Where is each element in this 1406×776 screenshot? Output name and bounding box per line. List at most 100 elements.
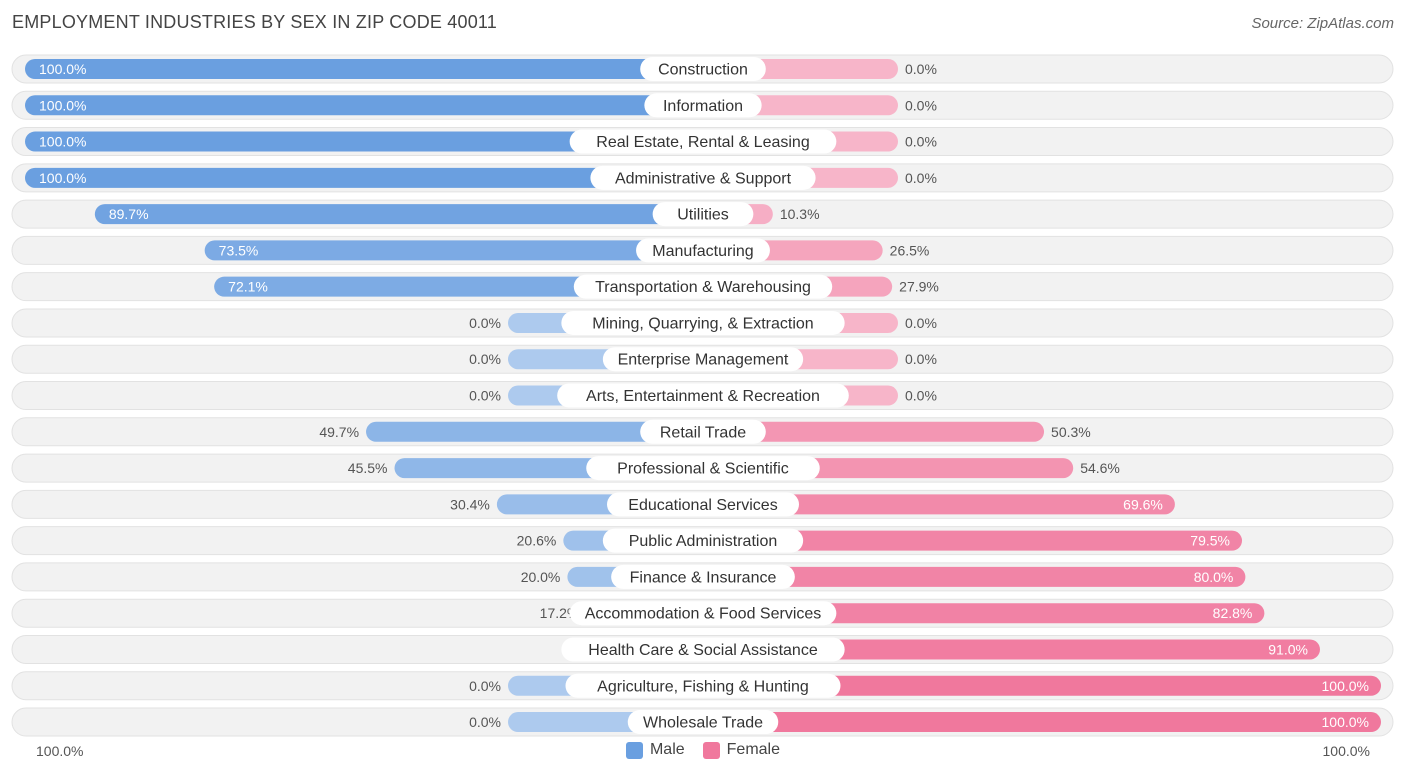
category-pill xyxy=(565,673,841,698)
value-label-male: 100.0% xyxy=(39,61,86,77)
legend-swatch-male xyxy=(625,741,643,759)
category-row[interactable]: 100.0% 0.0% Construction xyxy=(11,54,1394,84)
legend-swatch-female xyxy=(702,741,720,759)
category-label: Manufacturing xyxy=(652,243,753,260)
bar-female xyxy=(703,494,1175,515)
category-pill xyxy=(607,492,799,517)
category-row[interactable]: 73.5% 26.5% Manufacturing xyxy=(11,235,1394,265)
value-label-male: 0.0% xyxy=(469,388,501,404)
category-pill xyxy=(636,238,770,263)
bar-male xyxy=(366,421,703,442)
value-label-female: 100.0% xyxy=(1322,714,1369,730)
value-label-male: 0.0% xyxy=(469,678,501,694)
bar-male xyxy=(25,59,703,79)
category-pill xyxy=(602,347,804,372)
category-row[interactable]: 9.0%91.0%Health Care & Social Assistance xyxy=(11,634,1394,664)
category-row[interactable]: 17.2% 82.8% Accommodation & Food Services xyxy=(11,598,1394,628)
value-label-female: 50.3% xyxy=(1051,424,1091,440)
bar-male xyxy=(25,167,703,188)
category-label: Educational Services xyxy=(628,497,777,514)
category-pill xyxy=(561,310,845,335)
category-pill xyxy=(569,601,837,626)
legend: Male Female xyxy=(0,741,1406,759)
category-row[interactable]: 20.6% 79.5% Public Administration xyxy=(11,526,1394,556)
category-label: Finance & Insurance xyxy=(630,569,777,586)
category-pill xyxy=(561,637,845,662)
category-row[interactable]: 100.0% 0.0% Real Estate, Rental & Leasing xyxy=(11,127,1394,157)
bar-male xyxy=(25,131,703,152)
category-row[interactable]: 45.5% 54.6% Professional & Scientific xyxy=(11,453,1394,483)
value-label-female: 0.0% xyxy=(905,97,937,113)
bar-female xyxy=(703,712,1381,733)
value-label-female: 0.0% xyxy=(905,315,937,331)
chart-title: EMPLOYMENT INDUSTRIES BY SEX IN ZIP CODE… xyxy=(12,12,498,32)
bar-female xyxy=(703,639,1320,660)
category-label: Transportation & Warehousing xyxy=(595,279,811,296)
category-row[interactable]: 100.0% 0.0% Administrative & Support xyxy=(11,163,1394,193)
bar-male xyxy=(94,204,704,225)
value-label-male: 49.7% xyxy=(319,424,359,440)
category-pill xyxy=(627,710,779,735)
category-row[interactable]: 0.0% 100.0% Wholesale Trade xyxy=(11,707,1394,737)
category-pill xyxy=(590,165,816,190)
category-row[interactable]: 0.0% 100.0% Agriculture, Fishing & Hunting xyxy=(11,671,1394,701)
category-label: Administrative & Support xyxy=(615,170,792,187)
category-row[interactable]: 72.1% 27.9% Transportation & Warehousing xyxy=(11,272,1394,302)
value-label-female: 0.0% xyxy=(905,351,937,367)
category-pill xyxy=(586,456,820,481)
category-row[interactable]: 89.7% 10.3% Utilities xyxy=(11,199,1394,229)
value-label-male: 17.2% xyxy=(540,605,580,621)
value-label-female: 54.6% xyxy=(1080,460,1120,476)
category-label: Enterprise Management xyxy=(618,352,789,369)
category-label: Construction xyxy=(658,62,748,79)
category-row[interactable]: 100.0% 0.0% Information xyxy=(11,90,1394,120)
value-label-male: 0.0% xyxy=(469,315,501,331)
category-label: Accommodation & Food Services xyxy=(585,606,822,623)
category-pill xyxy=(573,274,833,299)
category-pill xyxy=(652,202,754,227)
category-label: Utilities xyxy=(677,207,729,224)
value-label-female: 27.9% xyxy=(899,279,939,295)
value-label-male: 100.0% xyxy=(39,134,86,150)
category-row[interactable]: 0.0% 0.0% Mining, Quarrying, & Extraction xyxy=(11,308,1394,338)
value-label-female: 79.5% xyxy=(1190,533,1230,549)
value-label-female: 26.5% xyxy=(890,242,930,258)
axis-left-label: 100.0% xyxy=(36,743,84,759)
category-pill xyxy=(557,383,849,408)
value-label-male: 0.0% xyxy=(469,351,501,367)
category-label: Professional & Scientific xyxy=(617,461,789,478)
legend-label-female: Female xyxy=(726,741,781,758)
category-pill xyxy=(644,93,762,118)
value-label-male: 89.7% xyxy=(109,206,149,222)
source-note: Source: ZipAtlas.com xyxy=(1251,15,1394,32)
value-label-female: 0.0% xyxy=(905,134,937,150)
value-label-female: 91.0% xyxy=(1268,641,1308,657)
category-row[interactable]: 20.0% 80.0% Finance & Insurance xyxy=(11,562,1394,592)
category-row[interactable]: 0.0% 0.0% Enterprise Management xyxy=(11,344,1394,374)
value-label-male: 45.5% xyxy=(348,460,388,476)
axis-right-label: 100.0% xyxy=(1322,743,1370,759)
value-label-female: 10.3% xyxy=(780,206,820,222)
bar-female xyxy=(703,421,1045,442)
bar-female xyxy=(703,566,1246,587)
category-row[interactable]: 49.7% 50.3% Retail Trade xyxy=(11,417,1394,447)
value-label-female: 0.0% xyxy=(905,61,937,77)
value-label-male: 72.1% xyxy=(228,279,268,295)
category-pill xyxy=(602,528,804,553)
category-label: Arts, Entertainment & Recreation xyxy=(586,388,820,405)
bar-male xyxy=(25,95,703,116)
bar-male xyxy=(204,240,704,261)
category-label: Wholesale Trade xyxy=(643,715,763,732)
legend-label-male: Male xyxy=(649,741,685,758)
value-label-female: 0.0% xyxy=(905,388,937,404)
legend-item-female[interactable]: Female xyxy=(702,741,781,759)
category-label: Agriculture, Fishing & Hunting xyxy=(597,678,809,695)
category-row[interactable]: 0.0% 0.0% Arts, Entertainment & Recreation xyxy=(11,381,1394,411)
category-row[interactable]: 30.4% 69.6% Educational Services xyxy=(11,489,1394,519)
category-pill xyxy=(611,564,795,589)
value-label-male: 100.0% xyxy=(39,170,86,186)
value-label-male: 100.0% xyxy=(39,97,86,113)
value-label-male: 30.4% xyxy=(450,496,490,512)
legend-item-male[interactable]: Male xyxy=(625,741,685,759)
